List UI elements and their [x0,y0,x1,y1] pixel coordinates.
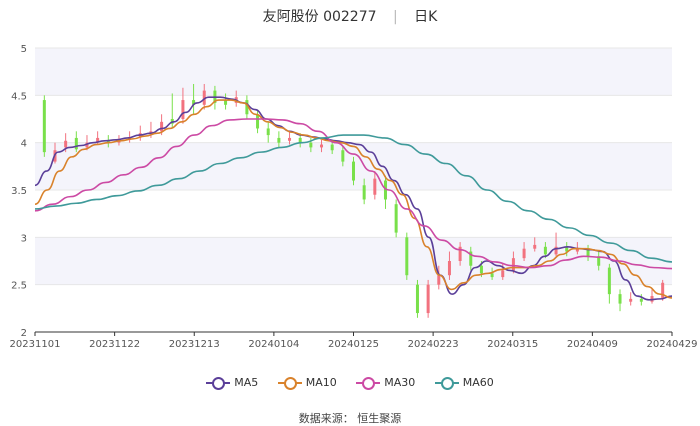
candle-body [479,265,483,274]
candle-body [543,246,547,255]
x-tick-label: 20231122 [89,339,140,350]
candle-body [64,140,68,148]
legend-item-ma10[interactable]: MA10 [277,376,337,390]
candle-body [565,246,569,252]
candle-body [224,100,228,105]
legend-label: MA5 [234,376,259,389]
legend-item-ma5[interactable]: MA5 [206,376,259,390]
candle-body [629,298,633,302]
candle-body [415,284,419,314]
x-tick-label: 20240429 [647,339,698,350]
ma-line-ma5 [34,96,673,301]
candle-body [533,244,537,249]
candle-body [192,100,196,105]
x-axis-ticks: 20231101 20231122 20231213 20240104 20240125… [10,332,698,350]
candle-body [383,180,387,200]
legend-item-ma60[interactable]: MA60 [434,376,494,390]
x-tick-label: 20240125 [328,339,379,350]
candle-body [320,144,324,148]
candle-body [42,100,46,153]
candle-body [586,248,590,257]
candle-body [298,137,302,143]
y-tick-label: 5 [21,44,27,55]
y-tick-label: 2.5 [11,281,27,292]
y-tick-label: 3 [21,233,27,244]
candle-body [501,270,505,278]
candle-body [256,114,260,129]
legend-label: MA10 [305,376,337,389]
candle-body [437,275,441,285]
candle-body [575,248,579,252]
candle-body [661,282,665,298]
legend-label: MA30 [384,376,416,389]
candle-body [639,298,643,302]
candle-body [330,144,334,151]
candle-body [341,150,345,162]
candle-body [394,204,398,233]
grid-band [35,237,672,285]
ma-line-ma30 [34,118,673,270]
candle-body [405,237,409,276]
grid-band [35,48,672,96]
legend-label: MA60 [462,376,494,389]
candle-body [490,273,494,278]
legend-swatch-icon [277,376,302,390]
legend-item-ma30[interactable]: MA30 [356,376,416,390]
x-tick-label: 20240315 [487,339,538,350]
legend: MA5 MA10 MA30 MA60 [0,376,700,392]
y-tick-label: 2 [21,328,27,339]
moving-average-lines [34,96,673,301]
candle-body [245,100,249,115]
x-tick-label: 20240409 [567,339,618,350]
stock-title: 友阿股份 002277 [262,9,377,25]
chart-title: 友阿股份 002277 | 日K [0,6,700,26]
candle-body [181,100,185,119]
legend-swatch-icon [206,376,231,390]
candle-body [266,128,270,136]
y-tick-label: 3.5 [11,186,27,197]
x-tick-label: 20231213 [169,339,220,350]
candle-body [426,284,430,314]
candle-body [597,256,601,266]
candle-body [288,137,292,141]
y-tick-label: 4 [21,139,27,150]
ma-line-ma60 [34,134,673,263]
candle-body [202,90,206,105]
candle-body [447,261,451,276]
ma-line-ma10 [34,99,673,299]
candle-body [554,246,558,255]
candle-body [96,137,100,143]
period-label: 日K [414,9,438,25]
x-tick-label: 20240104 [248,339,299,350]
candle-body [149,131,153,134]
candle-body [469,251,473,266]
legend-swatch-icon [356,376,381,390]
candle-body [650,296,654,302]
candle-body [362,185,366,200]
candles [42,83,665,318]
x-tick-label: 20240223 [408,339,459,350]
y-tick-label: 4.5 [11,91,27,102]
candle-body [106,140,110,143]
candle-body [607,267,611,295]
candle-body [373,178,377,195]
candle-body [277,137,281,143]
x-tick-label: 20231101 [10,339,61,350]
candle-body [522,248,526,259]
candle-body [309,142,313,148]
data-source: 数据来源： 恒生聚源 [298,412,402,425]
candle-body [458,246,462,261]
legend-swatch-icon [434,376,459,390]
candle-body [352,161,355,181]
candle-body [511,258,515,271]
candle-body [618,294,622,304]
candle-body [74,137,78,150]
candle-body [160,121,164,132]
title-separator: | [393,9,398,25]
y-axis-ticks: 2 2.5 3 3.5 4 4.5 5 [11,44,27,339]
